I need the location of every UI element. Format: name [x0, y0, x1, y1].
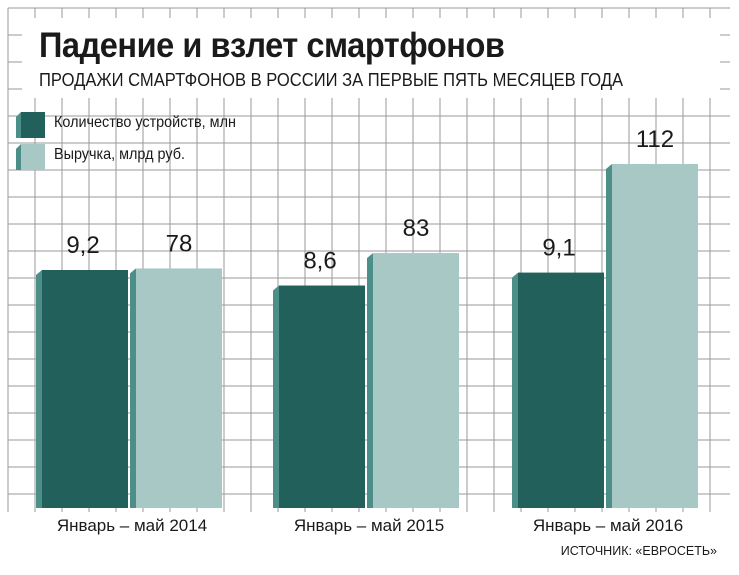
title-box: Падение и взлет смартфонов ПРОДАЖИ СМАРТ… — [22, 18, 720, 98]
value-label-devices: 8,6 — [303, 248, 336, 275]
bar-side-revenue — [367, 253, 373, 508]
value-label-revenue: 83 — [403, 215, 430, 242]
value-label-revenue: 78 — [166, 230, 193, 257]
legend-item-devices: Количество устройств, млн — [16, 110, 296, 138]
category-label: Январь – май 2015 — [294, 516, 444, 535]
legend-swatch-devices — [16, 110, 46, 138]
bar-side-devices — [36, 270, 42, 508]
bar-side-devices — [273, 285, 279, 508]
legend-label-devices: Количество устройств, млн — [54, 114, 236, 131]
bar-devices — [42, 270, 128, 508]
bar-revenue — [373, 253, 459, 508]
category-label: Январь – май 2016 — [533, 516, 683, 535]
value-label-devices: 9,2 — [66, 232, 99, 259]
chart-subtitle: ПРОДАЖИ СМАРТФОНОВ В РОССИИ ЗА ПЕРВЫЕ ПЯ… — [39, 70, 624, 90]
bar-side-devices — [512, 272, 518, 508]
legend-swatch-revenue — [16, 142, 46, 170]
bar-devices — [518, 272, 604, 508]
source-note: ИСТОЧНИК: «ЕВРОСЕТЬ» — [560, 544, 717, 558]
bar-devices — [279, 285, 365, 508]
bar-revenue — [136, 268, 222, 508]
chart-title: Падение и взлет смартфонов — [39, 26, 505, 65]
bar-side-revenue — [130, 268, 136, 508]
value-labels: 9,2 78 8,6 83 9,1 112 — [66, 126, 674, 275]
bars — [36, 164, 698, 508]
legend-item-revenue: Выручка, млрд руб. — [16, 142, 296, 170]
value-label-revenue: 112 — [636, 126, 674, 153]
category-label: Январь – май 2014 — [57, 516, 207, 535]
bar-side-revenue — [606, 164, 612, 508]
category-labels: Январь – май 2014 Январь – май 2015 Январь… — [57, 516, 683, 535]
value-label-devices: 9,1 — [542, 235, 575, 262]
bar-revenue — [612, 164, 698, 508]
legend-label-revenue: Выручка, млрд руб. — [54, 146, 185, 163]
